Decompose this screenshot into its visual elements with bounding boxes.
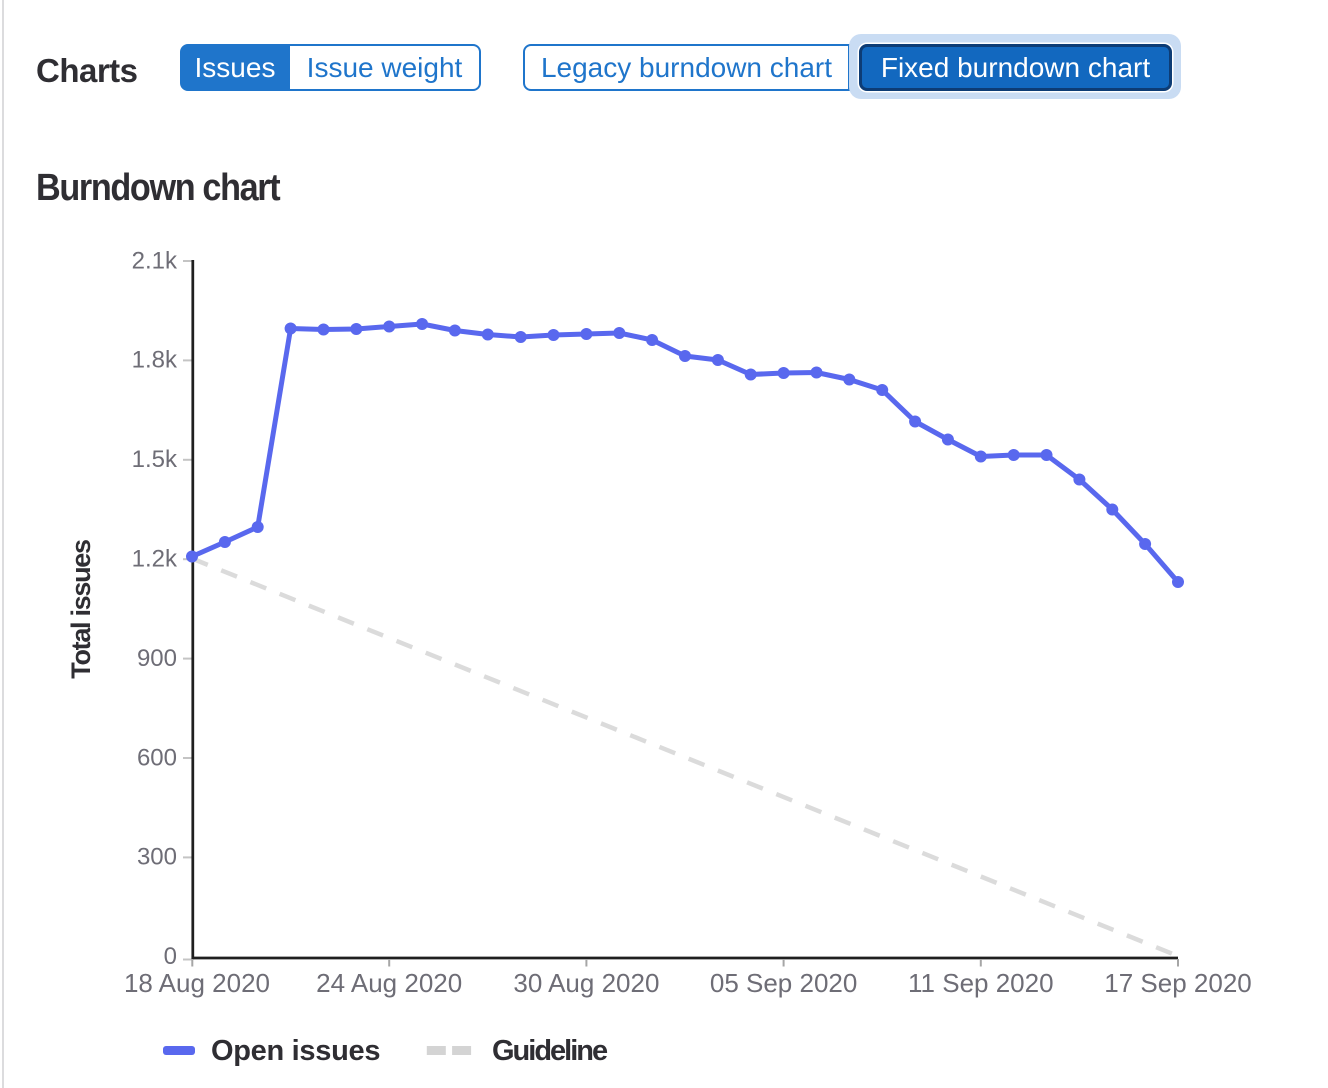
svg-text:2.1k: 2.1k: [132, 247, 178, 274]
svg-text:05 Sep 2020: 05 Sep 2020: [710, 968, 857, 998]
svg-text:Total issues: Total issues: [66, 540, 96, 679]
svg-text:17 Sep 2020: 17 Sep 2020: [1104, 968, 1251, 998]
svg-text:0: 0: [164, 943, 177, 970]
svg-text:900: 900: [137, 645, 177, 672]
svg-text:24 Aug 2020: 24 Aug 2020: [316, 968, 462, 998]
svg-text:30 Aug 2020: 30 Aug 2020: [513, 968, 659, 998]
svg-text:18 Aug 2020: 18 Aug 2020: [124, 968, 270, 998]
svg-text:1.2k: 1.2k: [132, 546, 178, 573]
svg-text:Guideline: Guideline: [492, 1035, 608, 1067]
svg-text:300: 300: [137, 844, 177, 871]
svg-text:600: 600: [137, 744, 177, 771]
svg-text:Open issues: Open issues: [211, 1035, 380, 1067]
svg-text:1.8k: 1.8k: [132, 347, 178, 374]
svg-text:11 Sep 2020: 11 Sep 2020: [908, 968, 1054, 998]
svg-text:1.5k: 1.5k: [132, 446, 178, 473]
